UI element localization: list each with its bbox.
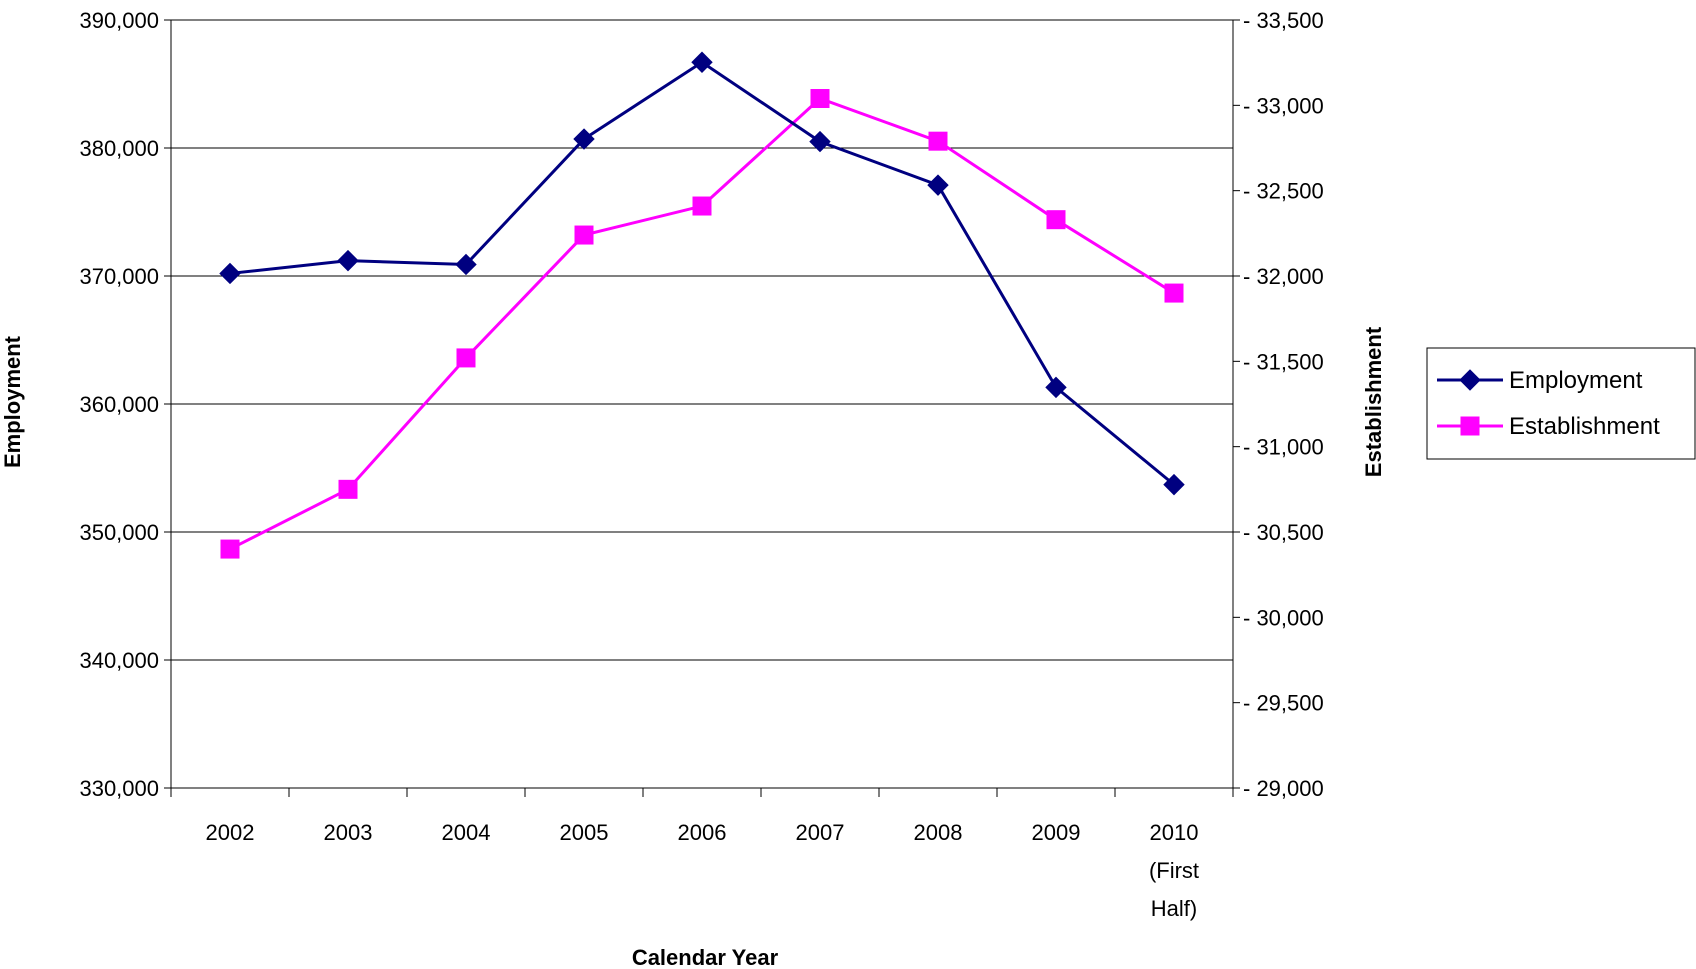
x-tick-label: 2008 — [914, 820, 963, 845]
left-axis-ticks: 330,000 340,000 350,000 360,000 370,000 380,0… — [79, 8, 171, 801]
establishment-point — [692, 196, 712, 216]
right-tick-label: - 31,500 — [1243, 349, 1324, 374]
establishment-point — [574, 225, 594, 245]
left-axis-title: Employment — [0, 335, 25, 468]
series — [219, 51, 1185, 559]
legend-marker — [1459, 369, 1481, 391]
establishment-point — [1046, 210, 1066, 230]
right-tick-label: - 33,500 — [1243, 8, 1324, 33]
employment-point — [573, 128, 595, 150]
legend-label: Establishment — [1509, 413, 1660, 440]
legend-item-establishment: Establishment — [1437, 413, 1660, 440]
right-tick-label: - 29,000 — [1243, 776, 1324, 801]
left-tick-label: 340,000 — [79, 648, 159, 673]
employment-point — [809, 130, 831, 153]
legend-marker — [1460, 416, 1480, 436]
legend-items: Employment Establishment — [1437, 367, 1660, 440]
gridlines — [171, 19, 1233, 661]
x-axis-title: Calendar Year — [632, 945, 779, 969]
x-tick-label: 2009 — [1032, 820, 1081, 845]
x-tick-label: 2003 — [324, 820, 373, 845]
establishment-point — [928, 131, 948, 151]
establishment-point — [220, 539, 240, 559]
employment-line — [229, 60, 1175, 486]
establishment-point — [456, 348, 476, 368]
right-tick-label: - 29,500 — [1243, 691, 1324, 716]
series-establishment — [220, 89, 1184, 559]
employment-point — [337, 249, 359, 272]
x-tick-label: 2010 (First Half) — [1149, 820, 1199, 921]
employment-point — [1163, 473, 1185, 496]
employment-point — [1045, 376, 1067, 399]
right-tick-label: - 32,000 — [1243, 264, 1324, 289]
employment-point — [219, 262, 241, 285]
left-tick-label: 370,000 — [79, 264, 159, 289]
right-tick-label: - 32,500 — [1243, 179, 1324, 204]
right-tick-label: - 31,000 — [1243, 435, 1324, 460]
x-tick-label: 2007 — [796, 820, 845, 845]
right-tick-label: - 33,000 — [1243, 93, 1324, 118]
legend-label: Employment — [1509, 367, 1643, 394]
x-axis-ticks: 2002 2003 2004 2005 2006 2007 2008 2009 2010 (Fir… — [170, 788, 1234, 921]
left-tick-label: 330,000 — [79, 776, 159, 801]
right-axis-ticks: - 29,000 - 29,500 - 30,000 - 30,500 - 31,000… — [1233, 8, 1324, 801]
x-tick-label: 2006 — [678, 820, 727, 845]
left-tick-label: 350,000 — [79, 520, 159, 545]
x-tick-label: 2004 — [442, 820, 491, 845]
legend-item-employment: Employment — [1437, 367, 1643, 394]
establishment-line — [229, 96, 1175, 551]
establishment-point — [338, 479, 358, 499]
x-tick-label: 2002 — [206, 820, 255, 845]
left-tick-label: 380,000 — [79, 136, 159, 161]
left-tick-label: 390,000 — [79, 8, 159, 33]
employment-point — [927, 174, 949, 196]
legend: Employment Establishment — [1426, 347, 1696, 460]
employment-point — [455, 253, 477, 276]
establishment-point — [1164, 283, 1184, 303]
right-axis-title: Establishment — [1361, 326, 1386, 477]
right-tick-label: - 30,000 — [1243, 605, 1324, 630]
legend-box — [1426, 347, 1696, 460]
left-tick-label: 360,000 — [79, 392, 159, 417]
right-tick-label: - 30,500 — [1243, 520, 1324, 545]
series-employment — [219, 51, 1185, 496]
employment-point — [691, 51, 713, 73]
x-tick-label: 2005 — [560, 820, 609, 845]
establishment-point — [810, 89, 830, 109]
